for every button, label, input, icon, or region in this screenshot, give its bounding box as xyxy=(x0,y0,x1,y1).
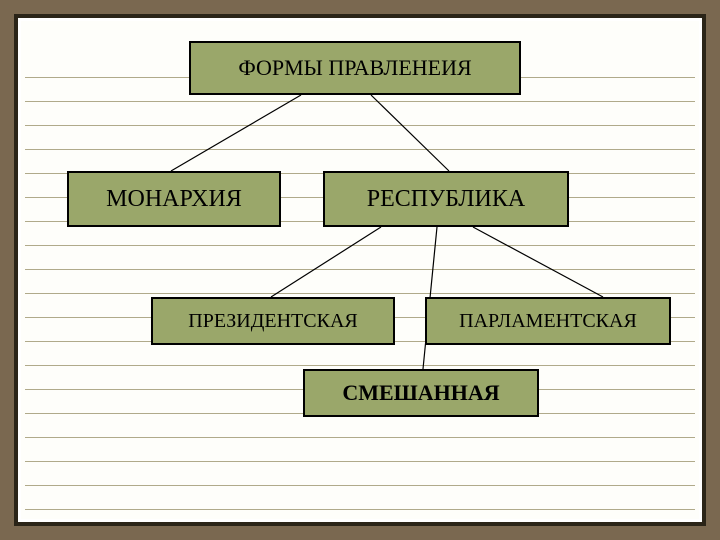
node-root-label: ФОРМЫ ПРАВЛЕНЕИЯ xyxy=(238,55,471,81)
node-republic: РЕСПУБЛИКА xyxy=(323,171,569,227)
node-presidential: ПРЕЗИДЕНТСКАЯ xyxy=(151,297,395,345)
node-monarchy-label: МОНАРХИЯ xyxy=(106,186,242,213)
paper-area: ФОРМЫ ПРАВЛЕНЕИЯ МОНАРХИЯ РЕСПУБЛИКА ПРЕ… xyxy=(21,21,699,519)
node-parliamentary-label: ПАРЛАМЕНТСКАЯ xyxy=(459,310,637,333)
node-mixed-label: СМЕШАННАЯ xyxy=(342,380,499,406)
node-mixed: СМЕШАННАЯ xyxy=(303,369,539,417)
node-monarchy: МОНАРХИЯ xyxy=(67,171,281,227)
slide-frame: ФОРМЫ ПРАВЛЕНЕИЯ МОНАРХИЯ РЕСПУБЛИКА ПРЕ… xyxy=(0,0,720,540)
node-parliamentary: ПАРЛАМЕНТСКАЯ xyxy=(425,297,671,345)
inner-border: ФОРМЫ ПРАВЛЕНЕИЯ МОНАРХИЯ РЕСПУБЛИКА ПРЕ… xyxy=(14,14,706,526)
node-root: ФОРМЫ ПРАВЛЕНЕИЯ xyxy=(189,41,521,95)
connector-layer xyxy=(21,21,699,519)
node-presidential-label: ПРЕЗИДЕНТСКАЯ xyxy=(188,310,357,333)
node-republic-label: РЕСПУБЛИКА xyxy=(367,186,525,213)
